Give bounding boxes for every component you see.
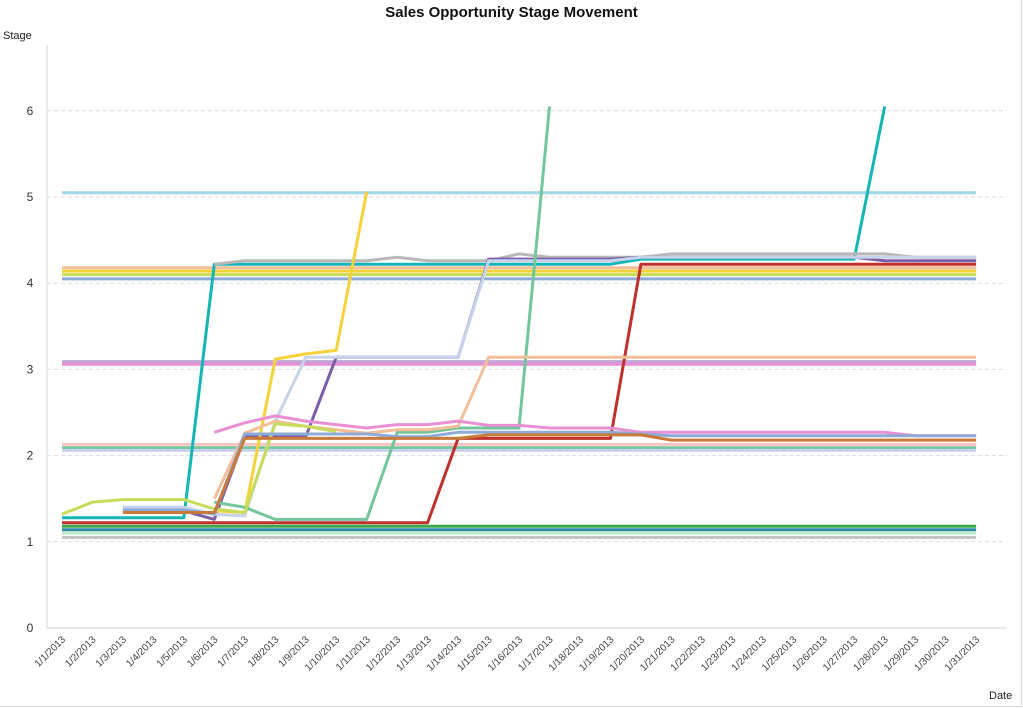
series-line-s15 [214, 191, 369, 514]
x-tick-label: 1/4/2013 [124, 634, 160, 670]
series-line-s14 [62, 262, 977, 525]
x-tick-label: 1/6/2013 [185, 634, 221, 670]
y-tick-label: 5 [27, 190, 34, 204]
x-axis-label: Date [989, 690, 1013, 702]
series-line-s19 [61, 422, 337, 516]
x-tick-label: 1/8/2013 [246, 634, 282, 670]
y-axis-label: Stage [3, 30, 32, 42]
y-tick-label: 6 [27, 104, 34, 118]
x-tick-label: 1/2/2013 [63, 634, 99, 670]
series-line-s21 [122, 430, 977, 516]
series-line-s20 [213, 414, 977, 438]
y-tick-label: 4 [27, 276, 34, 290]
chart-title: Sales Opportunity Stage Movement [385, 4, 638, 21]
grid-lines [47, 110, 1007, 543]
y-tick-label: 3 [27, 362, 34, 376]
x-tick-label: 1/5/2013 [155, 634, 191, 670]
y-tick-label: 0 [27, 621, 34, 635]
x-tick-label: 1/1/2013 [33, 634, 69, 670]
y-tick-label: 1 [27, 535, 34, 549]
x-tick-label: 1/7/2013 [216, 634, 252, 670]
x-axis-ticks: 1/1/20131/2/20131/3/20131/4/20131/5/2013… [33, 634, 983, 674]
series-line-s22 [122, 433, 977, 514]
series-line-s11 [62, 106, 887, 520]
series-line-s18 [212, 355, 977, 500]
series-line-s12 [214, 252, 977, 266]
series-line-s17 [214, 106, 551, 521]
axes [46, 45, 1007, 629]
y-tick-label: 2 [27, 449, 34, 463]
x-tick-label: 1/3/2013 [94, 634, 130, 670]
y-axis-ticks: 0 1 2 3 4 5 6 [27, 104, 34, 635]
data-series [61, 106, 977, 539]
